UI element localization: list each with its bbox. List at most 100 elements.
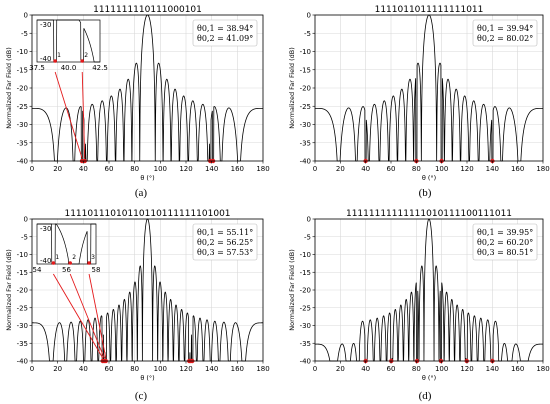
y-tick-label: -20 <box>17 287 28 295</box>
x-tick-label: 80 <box>412 165 421 173</box>
inset-y-tick: -30 <box>40 21 51 29</box>
inset-point-label: 1 <box>55 254 59 261</box>
panel-caption: (b) <box>419 187 432 199</box>
y-tick-label: -40 <box>300 158 311 166</box>
y-tick-label: 0 <box>307 216 311 224</box>
inset-point-label: 2 <box>84 52 88 59</box>
chart-panel-4: 0 20 40 60 80 100 120 140 160 180 -40 -35 -30 -25 -20 -… <box>288 209 550 402</box>
inset-y-tick: -40 <box>40 257 51 265</box>
y-tick-label: -10 <box>17 251 28 259</box>
inset-x-tick: 56 <box>62 266 71 274</box>
legend: θ0,1 = 39.95°θ0,2 = 60.20°θ0,3 = 80.51° <box>472 223 538 261</box>
y-tick-label: -20 <box>300 287 311 295</box>
y-axis-label: Normalized Far Field (dB) <box>288 47 296 129</box>
y-tick-label: -40 <box>17 158 28 166</box>
inset-frame <box>36 223 97 265</box>
x-tick-label: 120 <box>179 365 192 373</box>
legend-entry: θ0,1 = 55.11° <box>197 228 253 237</box>
legend: θ0,1 = 38.94°θ0,2 = 41.09° <box>192 19 258 47</box>
panel-caption: (d) <box>419 390 432 402</box>
inset-point-label: 3 <box>91 254 95 261</box>
x-axis-label: θ (°) <box>140 174 154 182</box>
y-tick-label: -20 <box>300 85 311 93</box>
x-tick-label: 160 <box>511 165 524 173</box>
inset-marker <box>51 261 56 265</box>
y-tick-label: -15 <box>17 269 28 277</box>
zoom-arrow <box>52 273 104 359</box>
y-tick-label: -35 <box>300 340 311 348</box>
x-tick-label: 40 <box>79 365 88 373</box>
y-tick-label: -5 <box>21 233 28 241</box>
legend-entry: θ0,2 = 56.25° <box>197 238 253 247</box>
legend-box <box>472 19 538 47</box>
chart-title: 11110111010110110111111101001 <box>64 209 230 219</box>
legend-box <box>192 223 258 261</box>
x-tick-label: 100 <box>435 365 448 373</box>
x-tick-label: 20 <box>336 365 345 373</box>
x-tick-label: 120 <box>460 165 473 173</box>
y-tick-label: -10 <box>300 251 311 259</box>
legend-entry: θ0,1 = 39.94° <box>477 24 533 33</box>
y-tick-label: -15 <box>300 269 311 277</box>
inset-frame <box>36 19 101 63</box>
chart-title: 1111011011111111011 <box>375 5 484 15</box>
x-tick-label: 160 <box>511 365 524 373</box>
chart-panel-3: 0 20 40 60 80 100 120 140 160 180-40-35-30-25-20-… <box>5 209 270 402</box>
y-tick-label: -5 <box>21 30 28 38</box>
x-tick-label: 80 <box>130 165 139 173</box>
panel-caption: (c) <box>135 390 148 402</box>
x-tick-label: 40 <box>361 365 370 373</box>
panel-caption: (a) <box>135 187 148 199</box>
y-tick-label: -20 <box>17 85 28 93</box>
chart-title: 11111111111111010111100111011 <box>346 209 512 219</box>
y-tick-label: 0 <box>307 12 311 20</box>
y-tick-label: -35 <box>17 139 28 147</box>
x-tick-label: 100 <box>154 365 167 373</box>
chart-panel-2: 0 20 40 60 80 100 120 140 160 180 -40 -35 -30 -25 -20 -… <box>288 5 550 199</box>
x-tick-label: 0 <box>30 165 34 173</box>
x-tick-label: 0 <box>313 365 317 373</box>
inset-marker <box>53 59 57 63</box>
y-tick-label: -30 <box>17 322 28 330</box>
y-tick-label: -10 <box>17 48 28 56</box>
legend-entry: θ0,2 = 60.20° <box>477 238 533 247</box>
x-axis-label: θ (°) <box>422 174 436 182</box>
legend: θ0,1 = 39.94°θ0,2 = 80.02° <box>472 19 538 47</box>
y-tick-label: -35 <box>17 340 28 348</box>
y-tick-label: -15 <box>17 66 28 74</box>
inset-x-tick: 58 <box>92 266 101 274</box>
legend-entry: θ0,1 = 39.95° <box>477 228 533 237</box>
y-tick-label: -30 <box>17 121 28 129</box>
inset-y-tick: -30 <box>40 225 51 233</box>
x-tick-label: 0 <box>313 165 317 173</box>
y-axis-label: Normalized Far Field (dB) <box>5 47 13 129</box>
y-tick-label: 0 <box>24 12 28 20</box>
y-tick-label: -5 <box>304 30 311 38</box>
y-tick-label: -30 <box>300 121 311 129</box>
x-tick-label: 180 <box>256 165 269 173</box>
x-tick-label: 140 <box>486 365 499 373</box>
inset-y-tick: -40 <box>40 55 51 63</box>
y-tick-label: -25 <box>300 304 311 312</box>
x-tick-label: 180 <box>256 365 269 373</box>
inset-x-tick: 37.5 <box>29 64 45 72</box>
zoom-arrow <box>69 273 105 359</box>
x-tick-label: 80 <box>130 365 139 373</box>
x-tick-label: 140 <box>205 365 218 373</box>
y-tick-label: -25 <box>300 103 311 111</box>
inset-point-label: 2 <box>72 254 76 261</box>
legend: θ0,1 = 55.11°θ0,2 = 56.25°θ0,3 = 57.53° <box>192 223 258 261</box>
y-tick-label: -15 <box>300 66 311 74</box>
inset-marker <box>68 261 72 265</box>
x-axis-label: θ (°) <box>422 374 436 382</box>
inset-marker <box>87 261 91 265</box>
x-tick-label: 0 <box>30 365 34 373</box>
zoom-arrow <box>81 71 86 159</box>
legend-entry: θ0,2 = 80.02° <box>477 34 533 43</box>
y-tick-label: -10 <box>300 48 311 56</box>
x-tick-label: 140 <box>205 165 218 173</box>
x-tick-label: 160 <box>231 165 244 173</box>
y-tick-label: 0 <box>24 216 28 224</box>
x-tick-label: 160 <box>231 365 244 373</box>
